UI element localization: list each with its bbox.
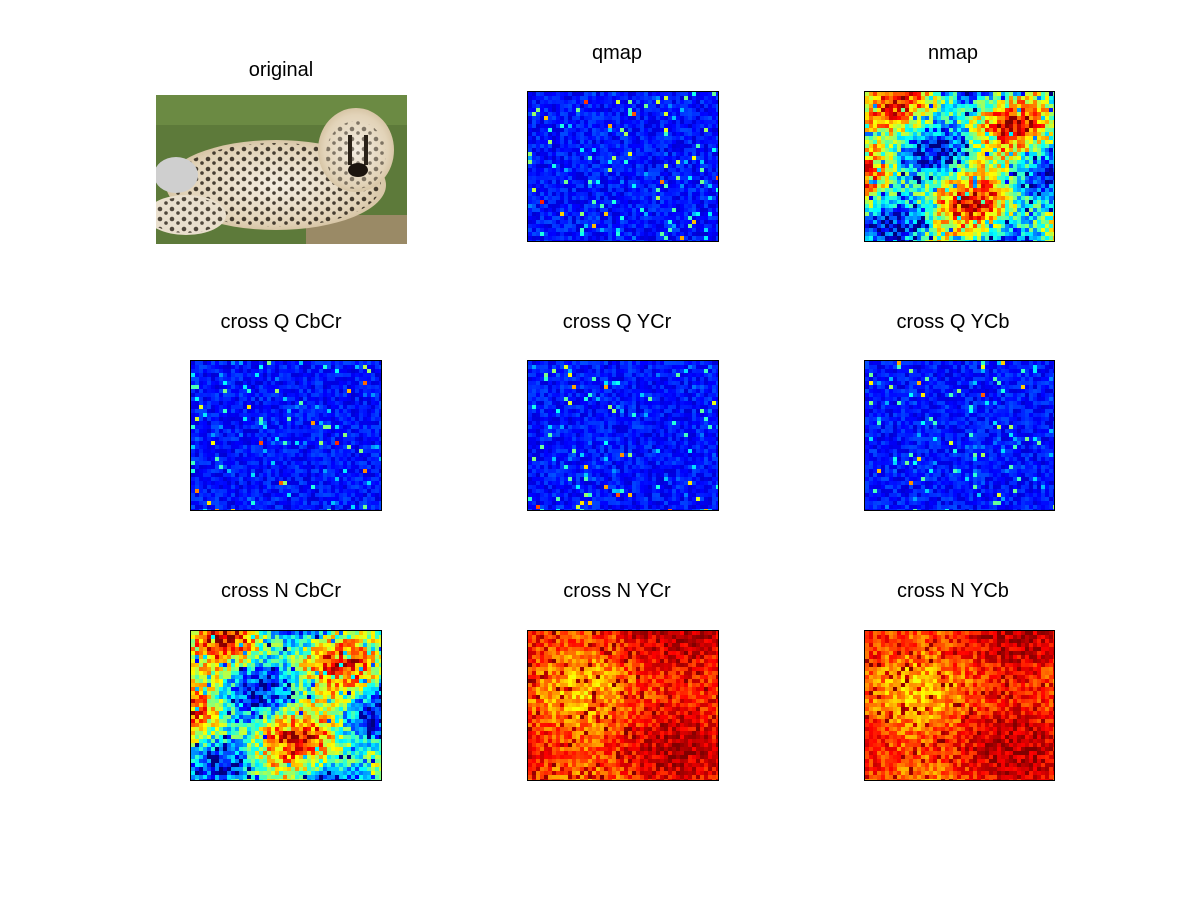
- panel-title-qmap: qmap: [497, 42, 737, 65]
- image-cross-n-ycb: [864, 630, 1055, 781]
- panel-title-cross-q-ycb: cross Q YCb: [833, 311, 1073, 334]
- panel-title-nmap: nmap: [833, 42, 1073, 65]
- cross-n-cbcr-heatmap: [191, 631, 381, 780]
- original-photo: [156, 95, 407, 244]
- image-original: [156, 95, 407, 244]
- cross-n-ycb-heatmap: [865, 631, 1054, 780]
- image-cross-n-ycr: [527, 630, 719, 781]
- cross-q-cbcr-heatmap: [191, 361, 381, 510]
- panel-title-cross-q-cbcr: cross Q CbCr: [161, 311, 401, 334]
- panel-title-cross-q-ycr: cross Q YCr: [497, 311, 737, 334]
- panel-title-cross-n-ycr: cross N YCr: [497, 580, 737, 603]
- cross-n-ycr-heatmap: [528, 631, 718, 780]
- image-cross-q-ycr: [527, 360, 719, 511]
- qmap-heatmap: [528, 92, 718, 241]
- panel-title-cross-n-cbcr: cross N CbCr: [161, 580, 401, 603]
- cross-q-ycb-heatmap: [865, 361, 1054, 510]
- panel-title-original: original: [161, 59, 401, 82]
- image-qmap: [527, 91, 719, 242]
- image-cross-n-cbcr: [190, 630, 382, 781]
- cross-q-ycr-heatmap: [528, 361, 718, 510]
- image-nmap: [864, 91, 1055, 242]
- nmap-heatmap: [865, 92, 1054, 241]
- image-cross-q-cbcr: [190, 360, 382, 511]
- panel-title-cross-n-ycb: cross N YCb: [833, 580, 1073, 603]
- image-cross-q-ycb: [864, 360, 1055, 511]
